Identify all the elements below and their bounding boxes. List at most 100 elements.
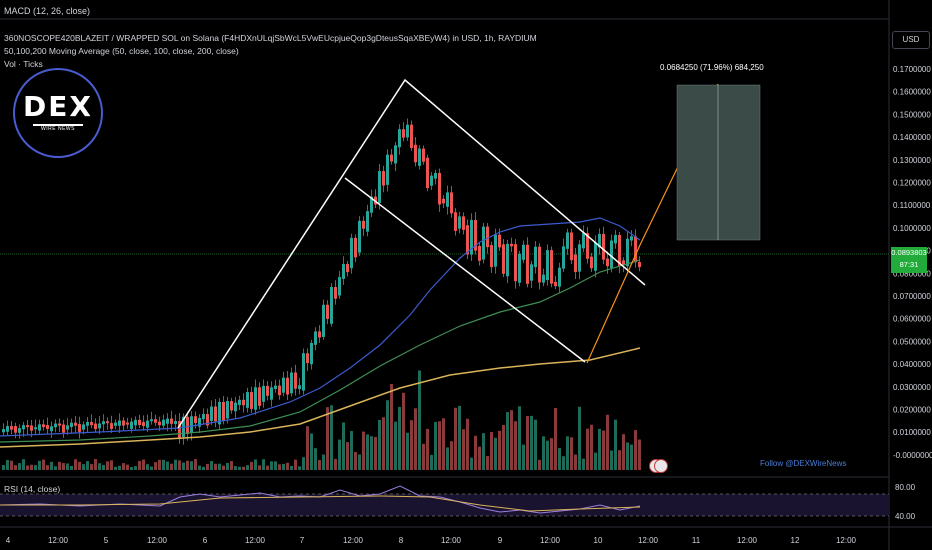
volume-bar xyxy=(62,463,65,470)
candle-body xyxy=(534,246,537,268)
candle-body xyxy=(470,219,473,255)
volume-bar xyxy=(358,454,361,470)
volume-bar xyxy=(442,418,445,470)
volume-bar xyxy=(194,459,197,470)
volume-bar xyxy=(86,461,89,470)
time-tick-label: 10 xyxy=(593,536,603,545)
candle-body xyxy=(302,353,305,391)
current-price-value: 0.0893803 xyxy=(891,248,927,257)
measure-box[interactable] xyxy=(676,84,761,241)
candle-body xyxy=(98,423,101,429)
current-price-countdown: 87:31 xyxy=(899,260,919,269)
volume-bar xyxy=(418,370,421,470)
volume-bar xyxy=(334,458,337,470)
candle-body xyxy=(90,421,93,426)
candle-body xyxy=(54,423,57,428)
candle-body xyxy=(426,157,429,189)
chart-title[interactable]: 360NOSCOPE420BLAZEIT / WRAPPED SOL on So… xyxy=(4,33,537,43)
candle-body xyxy=(358,220,361,253)
candle-body xyxy=(530,264,533,281)
candle-body xyxy=(94,423,97,430)
price-tick-label: 0.1500000 xyxy=(893,110,931,119)
volume-bar xyxy=(230,461,233,470)
volume-bar xyxy=(454,407,457,470)
volume-bar xyxy=(574,454,577,470)
volume-bar xyxy=(134,466,137,470)
ma-label[interactable]: 50,100,200 Moving Average (50, close, 10… xyxy=(4,46,239,56)
candle-body xyxy=(378,171,381,204)
vol-label[interactable]: Vol · Ticks xyxy=(4,59,43,69)
logo-divider xyxy=(33,124,83,126)
volume-bar xyxy=(14,465,17,470)
measure-label: 0.0684250 (71.96%) 684,250 xyxy=(660,63,764,72)
ma100-line xyxy=(0,259,641,443)
volume-bar xyxy=(582,458,585,470)
volume-bar xyxy=(494,437,497,470)
volume-bar xyxy=(510,410,513,470)
volume-bar xyxy=(118,465,121,470)
candle-body xyxy=(522,244,525,260)
candle-body xyxy=(34,427,37,430)
candle-body xyxy=(314,331,317,345)
volume-bar xyxy=(302,457,305,470)
time-tick-label: 12:00 xyxy=(146,536,168,545)
volume-bar xyxy=(106,461,109,470)
price-tick-label: 0.1200000 xyxy=(893,179,931,188)
volume-bar xyxy=(426,428,429,470)
candle-body xyxy=(630,236,633,241)
volume-bar xyxy=(122,463,125,470)
price-tick-label: 0.0100000 xyxy=(893,428,931,437)
candle-body xyxy=(194,416,197,424)
us-flag-icon-2[interactable] xyxy=(654,459,668,473)
candle-body xyxy=(546,250,549,281)
volume-bar xyxy=(498,430,501,470)
candle-body xyxy=(526,244,529,284)
volume-bar xyxy=(630,444,633,470)
volume-bar xyxy=(430,454,433,470)
candle-body xyxy=(226,401,229,419)
volume-bar xyxy=(414,408,417,470)
volume-bar xyxy=(490,431,493,470)
candle-body xyxy=(582,233,585,249)
candle-body xyxy=(586,233,589,259)
volume-bar xyxy=(226,462,229,470)
candle-body xyxy=(394,145,397,164)
candle-body xyxy=(150,419,153,422)
volume-bar xyxy=(310,433,313,470)
volume-bar xyxy=(294,459,297,470)
candle-body xyxy=(538,246,541,283)
time-tick-label: 4 xyxy=(5,536,11,545)
candle-body xyxy=(30,425,33,431)
candle-body xyxy=(298,385,301,390)
candle-body xyxy=(78,424,81,432)
volume-bar xyxy=(486,456,489,470)
candle-body xyxy=(186,416,189,434)
follow-text[interactable]: Follow @DEXWireNews xyxy=(760,459,847,468)
candle-body xyxy=(178,421,181,438)
volume-bar xyxy=(542,436,545,470)
volume-bar xyxy=(550,438,553,470)
channel-line xyxy=(344,177,586,363)
candle-body xyxy=(554,281,557,287)
volume-bar xyxy=(298,466,301,470)
price-tick-label: 0.0800000 xyxy=(893,269,931,278)
candle-body xyxy=(490,245,493,268)
candle-body xyxy=(550,250,553,284)
volume-bar xyxy=(114,466,117,470)
volume-bar xyxy=(438,421,441,470)
candle-body xyxy=(614,234,617,244)
price-tick-label: 0.1400000 xyxy=(893,133,931,142)
volume-bar xyxy=(342,422,345,470)
rsi-axis[interactable]: 80.00 40.00 xyxy=(895,483,916,521)
candle-body xyxy=(382,171,385,186)
time-tick-label: 11 xyxy=(691,536,701,545)
candle-body xyxy=(102,421,105,425)
volume-bar xyxy=(290,465,293,470)
volume-bar xyxy=(386,400,389,470)
time-tick-label: 12:00 xyxy=(342,536,364,545)
volume-bar xyxy=(42,459,45,470)
currency-button[interactable]: USD xyxy=(892,31,930,49)
candle-body xyxy=(134,419,137,426)
rsi-label[interactable]: RSI (14, close) xyxy=(4,484,61,494)
